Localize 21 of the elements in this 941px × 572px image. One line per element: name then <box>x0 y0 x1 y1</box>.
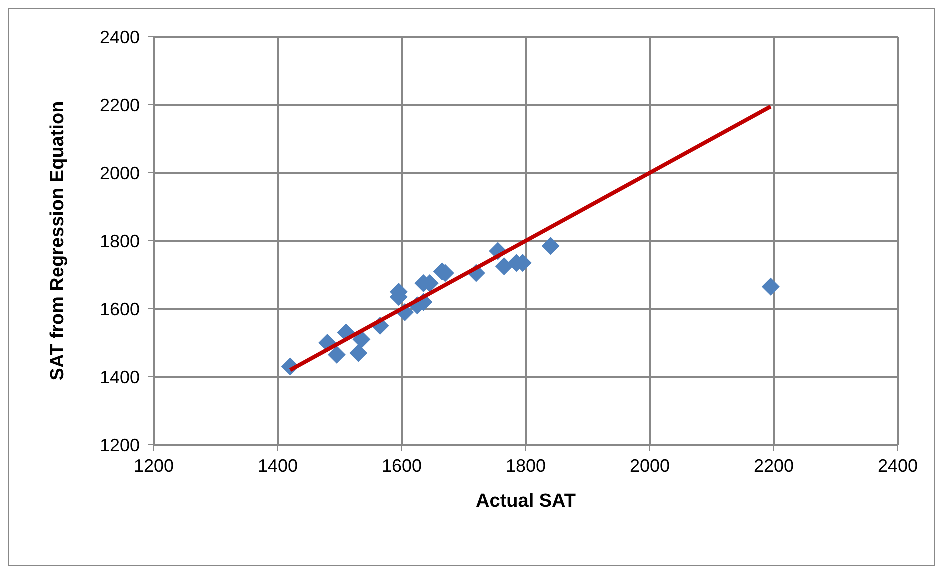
point <box>762 278 780 296</box>
x-tick-label: 1600 <box>382 456 422 476</box>
point <box>328 346 346 364</box>
x-tick-label: 2000 <box>630 456 670 476</box>
point <box>495 258 514 276</box>
y-tick-label: 1800 <box>100 231 140 252</box>
y-tick-label: 1200 <box>100 435 140 456</box>
y-axis-title: SAT from Regression Equation <box>48 101 69 381</box>
y-tick-label: 2000 <box>100 163 140 184</box>
point <box>542 237 560 256</box>
x-tick-label: 1200 <box>134 456 174 476</box>
point <box>350 344 368 362</box>
x-tick-label: 1800 <box>506 456 546 476</box>
x-axis-title: Actual SAT <box>476 491 576 512</box>
y-tick-label: 1400 <box>100 367 140 388</box>
x-tick-label: 1400 <box>258 456 298 476</box>
x-tick-label: 2400 <box>878 456 918 476</box>
y-tick-label: 1600 <box>100 299 140 320</box>
y-tick-label: 2200 <box>100 95 140 116</box>
x-tick-label: 2200 <box>754 456 794 476</box>
y-tick-label: 2400 <box>100 27 140 48</box>
